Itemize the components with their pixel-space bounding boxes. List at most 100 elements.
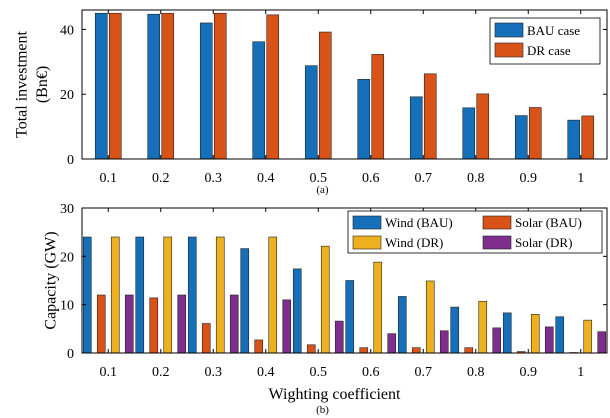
legend: Wind (BAU) Solar (BAU) Wind (DR) Solar (DR) — [347, 210, 603, 254]
y-tick-label: 20 — [60, 88, 74, 103]
x-tick-label: 0.5 — [310, 365, 328, 380]
bar-solar-dr--0.2 — [177, 294, 187, 354]
chart-panel-a: 0.1 0.2 0.3 0.4 0.5 0.6 0.7 0.8 0.9 1 0 20 40 Total i… — [13, 9, 608, 196]
bar-solar-dr--0.9 — [544, 326, 554, 354]
x-tick-label: 1 — [577, 365, 584, 380]
bar-bau-case-0.9 — [514, 115, 528, 160]
bar-solar-dr--1 — [597, 331, 607, 354]
bar-wind-bau--0.2 — [135, 236, 145, 354]
legend-label: Solar (BAU) — [515, 215, 582, 230]
x-tick-label: 0.2 — [152, 171, 170, 186]
legend-label: Wind (DR) — [385, 235, 443, 250]
bar-dr-case-0.9 — [528, 107, 542, 160]
bar-solar-bau--0.7 — [411, 347, 421, 354]
bar-bau-case-0.1 — [94, 12, 108, 160]
y-tick-label: 20 — [60, 250, 74, 265]
y-tick-label: 0 — [67, 347, 74, 362]
y-tick-label: 10 — [60, 299, 74, 314]
legend-label: DR case — [527, 43, 571, 58]
x-tick-label: 0.1 — [100, 365, 118, 380]
x-tick-label: 0.6 — [362, 365, 380, 380]
bar-dr-case-0.5 — [318, 31, 332, 160]
bar-wind-dr--0.3 — [215, 236, 225, 354]
bar-wind-dr--0.4 — [268, 236, 278, 354]
bar-dr-case-0.3 — [213, 12, 227, 160]
bar-bau-case-0.2 — [147, 13, 161, 160]
plot-frame — [81, 207, 608, 354]
x-tick-label: 0.5 — [310, 171, 328, 186]
y-axis-label: Capacity (GW) — [43, 231, 60, 329]
bar-wind-dr--0.2 — [163, 236, 173, 354]
x-tick-label: 0.7 — [415, 365, 433, 380]
bar-dr-case-0.8 — [476, 93, 490, 160]
y-axis-label-line: (Bn€) — [34, 66, 51, 103]
chart-panel-b: 0.1 0.2 0.3 0.4 0.5 0.6 0.7 0.8 0.9 10102030Capac… — [43, 202, 608, 416]
x-tick-label: 0.9 — [520, 171, 538, 186]
bar-solar-bau--0.5 — [306, 344, 316, 354]
bar-solar-dr--0.1 — [124, 294, 134, 354]
bar-wind-bau--1 — [555, 316, 565, 354]
bar-solar-bau--0.8 — [464, 347, 474, 354]
plot-frame — [81, 9, 608, 160]
bar-wind-bau--0.1 — [82, 236, 92, 354]
bar-bau-case-0.8 — [462, 107, 476, 160]
y-axis-label-line: Total investment — [13, 31, 30, 138]
bar-solar-bau--0.4 — [254, 339, 264, 354]
bar-solar-bau--0.2 — [149, 297, 159, 354]
x-tick-label: 0.9 — [520, 365, 538, 380]
bar-dr-case-0.1 — [108, 12, 122, 160]
bar-solar-dr--0.7 — [439, 330, 449, 354]
legend-label: Wind (BAU) — [385, 215, 453, 230]
bar-dr-case-0.2 — [161, 12, 175, 160]
x-tick-label: 1 — [577, 171, 584, 186]
x-axis-label: Wighting coefficient — [269, 386, 401, 403]
x-tick-label: 0.1 — [100, 171, 118, 186]
bar-wind-bau--0.3 — [187, 236, 197, 354]
x-tick-label: 0.8 — [467, 365, 485, 380]
bar-wind-bau--0.8 — [450, 306, 460, 354]
x-tick-label: 0.8 — [467, 171, 485, 186]
y-axis-label: Total investment (Bn€) — [13, 31, 51, 138]
bar-bau-case-0.5 — [304, 65, 318, 160]
bar-solar-bau--0.6 — [359, 347, 369, 354]
legend-box — [347, 210, 603, 254]
bar-wind-dr--0.1 — [110, 236, 120, 354]
bar-wind-dr--0.6 — [373, 261, 383, 354]
x-tick-label: 0.4 — [257, 171, 275, 186]
x-tick-label: 0.6 — [362, 171, 380, 186]
legend-swatch — [352, 235, 382, 250]
legend-swatch — [494, 42, 524, 58]
bar-solar-dr--0.8 — [492, 327, 502, 354]
bar-wind-dr--0.8 — [478, 300, 488, 354]
legend-label: BAU case — [527, 23, 580, 38]
bar-wind-bau--0.4 — [240, 248, 250, 354]
bar-bau-case-1 — [567, 119, 581, 160]
bar-wind-dr--1 — [583, 319, 593, 354]
y-tick-label: 40 — [60, 23, 74, 38]
x-tick-label: 0.7 — [415, 171, 433, 186]
bar-wind-dr--0.7 — [425, 280, 435, 354]
bar-solar-bau--0.3 — [201, 323, 211, 354]
bar-solar-dr--0.4 — [282, 299, 292, 354]
y-axis-label-line: Capacity (GW) — [43, 231, 60, 329]
bar-bau-case-0.3 — [199, 22, 213, 160]
y-tick-label: 30 — [60, 202, 74, 217]
bar-bau-case-0.7 — [409, 96, 423, 160]
bar-wind-dr--0.9 — [530, 314, 540, 354]
bar-dr-case-0.7 — [423, 73, 437, 160]
bar-wind-bau--0.7 — [397, 296, 407, 354]
bar-bau-case-0.4 — [252, 41, 266, 160]
bar-wind-bau--0.6 — [345, 280, 355, 354]
bar-wind-bau--0.5 — [292, 268, 302, 354]
bar-bau-case-0.6 — [357, 79, 371, 160]
legend-swatch — [482, 215, 512, 230]
bar-dr-case-0.4 — [266, 14, 280, 160]
x-tick-label: 0.4 — [257, 365, 275, 380]
legend-swatch — [494, 22, 524, 38]
bar-dr-case-1 — [581, 115, 595, 160]
bar-wind-dr--0.5 — [320, 245, 330, 354]
legend: BAU case DR case — [489, 17, 601, 65]
bar-solar-bau--0.1 — [96, 294, 106, 354]
bar-dr-case-0.6 — [371, 54, 385, 160]
